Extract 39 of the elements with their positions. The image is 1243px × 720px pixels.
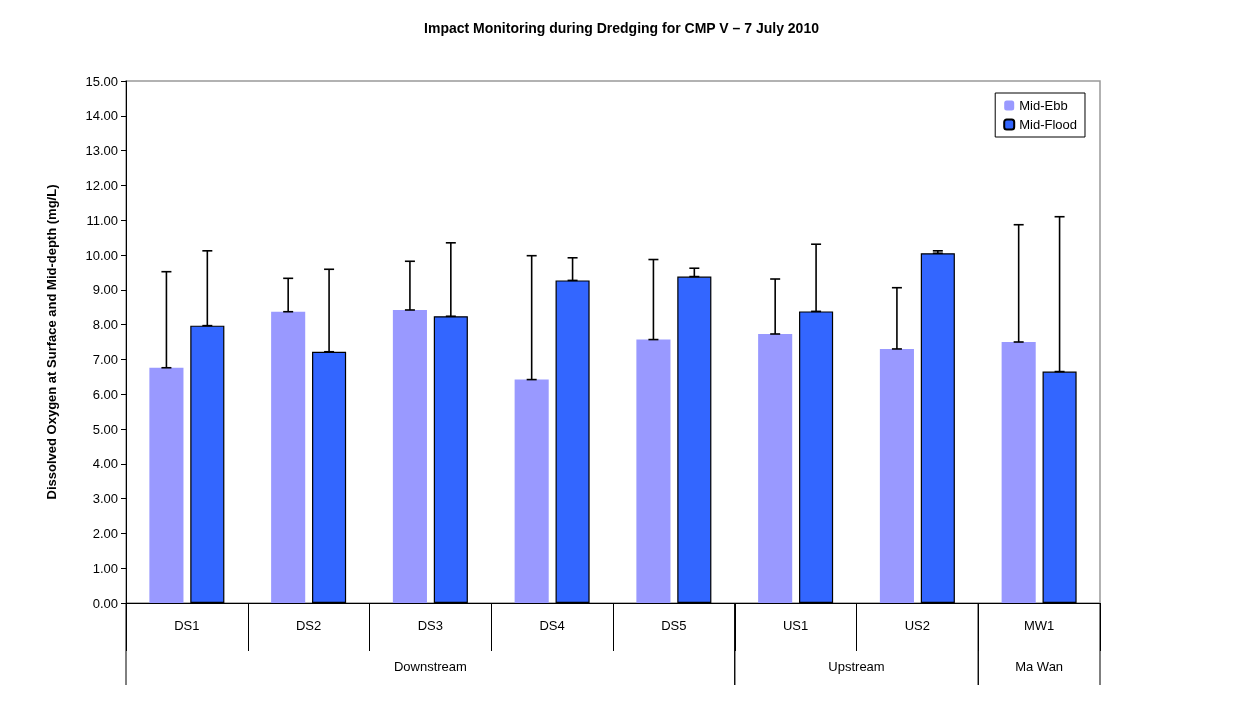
x-tick-label: DS3: [417, 618, 444, 633]
y-tick-label: 1.00: [92, 560, 118, 576]
y-tick-label: 10.00: [85, 247, 118, 263]
y-tick-label: 0.00: [92, 595, 118, 611]
y-tick-label: 13.00: [85, 143, 118, 159]
y-tick-label: 4.00: [92, 456, 118, 472]
y-tick-label: 3.00: [92, 491, 118, 507]
legend-label: Mid-Ebb: [1019, 98, 1068, 113]
y-tick-label: 2.00: [92, 525, 118, 541]
x-tick-label: MW1: [1023, 618, 1055, 633]
y-tick-label: 12.00: [85, 177, 118, 193]
chart-title: Impact Monitoring during Dredging for CMP V – 7 July 2010: [424, 20, 820, 36]
bar: [758, 334, 793, 603]
text: Ma Wan: [1015, 659, 1064, 674]
x-tick-label: DS2: [295, 618, 322, 633]
y-tick-label: 5.00: [92, 421, 118, 437]
y-tick-label: 14.00: [85, 108, 118, 124]
bar: [636, 339, 671, 603]
y-tick-label: 15.00: [85, 73, 118, 89]
bar: [879, 348, 914, 603]
bar: [271, 311, 306, 603]
y-tick-label: 11.00: [86, 212, 118, 228]
y-tick-label: 8.00: [92, 317, 118, 333]
y-axis-title: Dissolved Oxygen at Surface and Mid-depth (mg/L): [44, 184, 59, 500]
y-tick-label: 7.00: [92, 351, 118, 367]
x-tick-label: DS4: [539, 618, 565, 633]
y-tick-label: 6.00: [92, 386, 118, 402]
bar: [392, 309, 427, 603]
bar: [149, 367, 184, 603]
x-tick-label: DS5: [661, 618, 687, 633]
legend-label: Mid-Flood: [1019, 117, 1077, 132]
text: Downstream: [393, 659, 467, 674]
text: Upstream: [828, 659, 885, 674]
bar: [1001, 342, 1036, 603]
x-tick-label: DS1: [174, 618, 200, 633]
y-tick-label: 9.00: [92, 282, 118, 298]
x-tick-label: US2: [904, 618, 931, 633]
x-tick-label: US1: [782, 618, 809, 633]
bar: [514, 379, 549, 603]
